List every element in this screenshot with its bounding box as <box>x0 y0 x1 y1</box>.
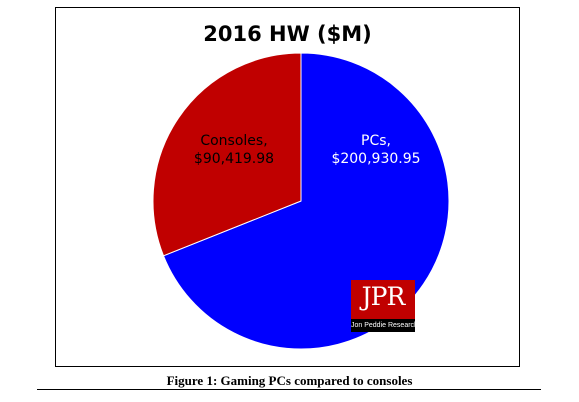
jpr-logo: JPR Jon Peddie Research <box>351 280 418 332</box>
pie-slice-pcs <box>162 52 450 350</box>
figure-caption: Figure 1: Gaming PCs compared to console… <box>166 373 413 388</box>
pie-chart: PCs, $200,930.95 Consoles, $90,419.98 <box>152 52 450 350</box>
logo-text: JPR <box>361 282 406 311</box>
pie-slice-consoles <box>152 52 302 257</box>
slice-label-consoles: Consoles, $90,419.98 <box>194 133 274 167</box>
caption-rule <box>37 389 541 390</box>
chart-frame: 2016 HW ($M) PCs, $200,930.95 Consoles, $90… <box>55 7 520 367</box>
chart-title: 2016 HW ($M) <box>203 22 372 46</box>
slice-label-pcs: PCs, $200,930.95 <box>331 133 420 167</box>
logo-subtext: Jon Peddie Research <box>351 319 418 332</box>
